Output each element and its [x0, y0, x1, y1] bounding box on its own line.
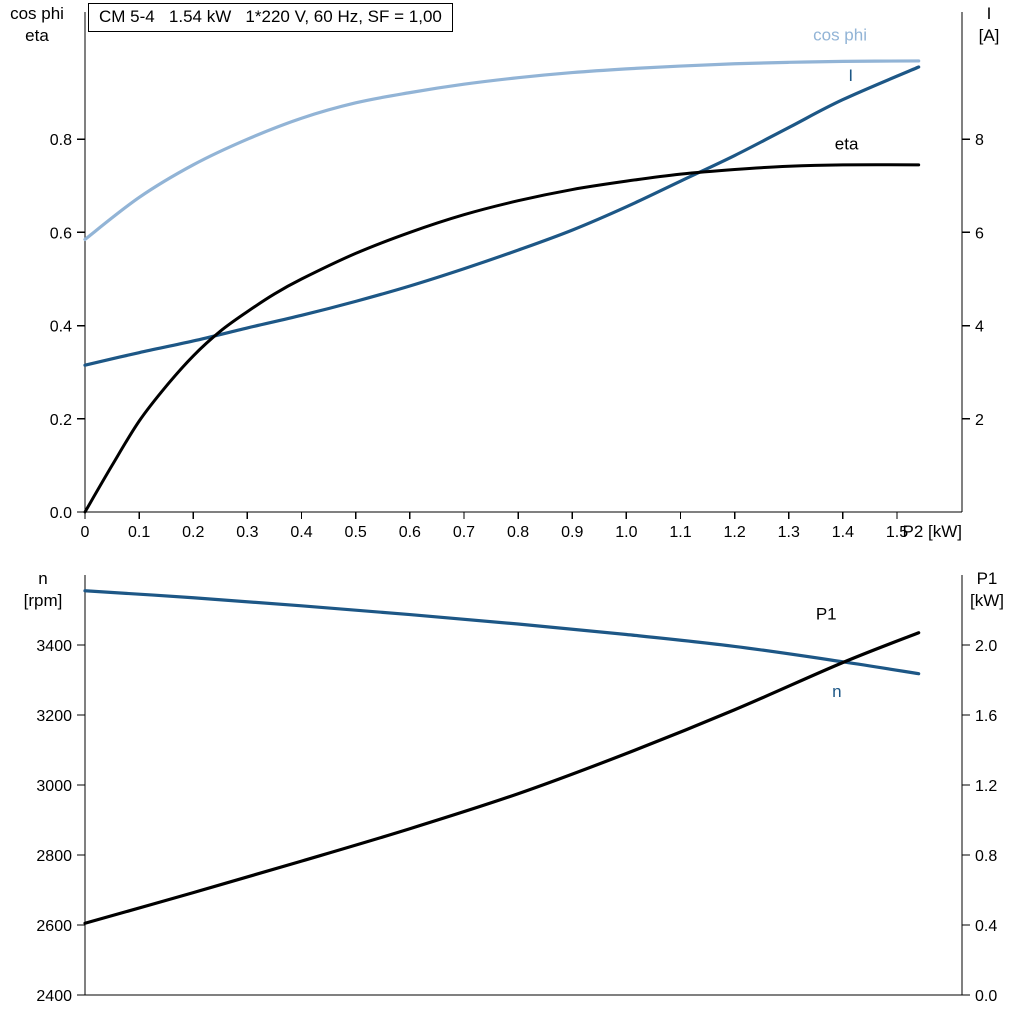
- svg-text:2600: 2600: [36, 918, 72, 935]
- svg-text:0.8: 0.8: [975, 848, 997, 865]
- svg-text:1.4: 1.4: [832, 524, 854, 541]
- svg-text:1.5: 1.5: [886, 524, 908, 541]
- svg-text:0.9: 0.9: [561, 524, 583, 541]
- svg-text:0.3: 0.3: [236, 524, 258, 541]
- bottom-right-axis-title-line2: [kW]: [970, 591, 1004, 610]
- svg-text:0.4: 0.4: [975, 918, 997, 935]
- svg-text:0.4: 0.4: [50, 319, 72, 336]
- svg-text:1.2: 1.2: [724, 524, 746, 541]
- chart-svg-top: 0.0 0.2 0.4 0.6 0.8 2 4 6 8 0 0.1 0.2 0.3 0.4 0.5 0.6 0.…: [50, 12, 984, 541]
- bottom-left-axis-title: n [rpm]: [14, 568, 72, 612]
- p1-curve-label: P1: [816, 605, 837, 624]
- svg-text:2: 2: [975, 412, 984, 429]
- speed-curve-label: n: [832, 682, 841, 701]
- current-curve: [83, 65, 921, 367]
- svg-text:3400: 3400: [36, 638, 72, 655]
- eta-curve: [83, 163, 921, 514]
- chart-svg-bottom: 2400 2600 2800 3000 3200 3400 0.0 0.4 0.8 1.2 1.6 2…: [36, 575, 997, 1005]
- eta-curve-label: eta: [835, 134, 859, 153]
- top-right-axis-title-line1: I: [986, 4, 992, 23]
- svg-text:0.6: 0.6: [399, 524, 421, 541]
- svg-text:0.8: 0.8: [507, 524, 529, 541]
- svg-text:1.0: 1.0: [615, 524, 637, 541]
- top-left-axis-title-line2: eta: [25, 26, 49, 45]
- top-left-axis-title-line1: cos phi: [10, 4, 64, 23]
- svg-text:2800: 2800: [36, 848, 72, 865]
- svg-text:0: 0: [81, 524, 90, 541]
- svg-text:0.0: 0.0: [50, 505, 72, 522]
- top-right-axis-title-line2: [A]: [978, 26, 1000, 45]
- svg-text:6: 6: [975, 225, 984, 242]
- svg-text:3200: 3200: [36, 708, 72, 725]
- top-left-axis-title: cos phi eta: [4, 3, 70, 47]
- svg-text:4: 4: [975, 319, 984, 336]
- svg-text:0.5: 0.5: [345, 524, 367, 541]
- top-right-axis-title: I [A]: [966, 3, 1012, 47]
- cos-phi-curve-label: cos phi: [813, 25, 867, 44]
- svg-text:8: 8: [975, 132, 984, 149]
- svg-text:1.6: 1.6: [975, 708, 997, 725]
- svg-text:0.8: 0.8: [50, 132, 72, 149]
- p1-curve: [83, 631, 921, 925]
- svg-text:0.1: 0.1: [128, 524, 150, 541]
- svg-text:3000: 3000: [36, 778, 72, 795]
- svg-text:0.0: 0.0: [975, 988, 997, 1005]
- svg-text:1.2: 1.2: [975, 778, 997, 795]
- svg-text:0.4: 0.4: [290, 524, 312, 541]
- svg-text:1.1: 1.1: [669, 524, 691, 541]
- cos-phi-curve: [83, 59, 921, 241]
- svg-text:P2 [kW]: P2 [kW]: [902, 522, 962, 541]
- svg-text:2.0: 2.0: [975, 638, 997, 655]
- current-curve-label: I: [848, 66, 853, 85]
- svg-text:0.2: 0.2: [182, 524, 204, 541]
- svg-text:2400: 2400: [36, 988, 72, 1005]
- bottom-left-axis-title-line1: n: [38, 569, 48, 588]
- chart-title-box: CM 5-4 1.54 kW 1*220 V, 60 Hz, SF = 1,00: [88, 3, 453, 32]
- bottom-left-axis-title-line2: [rpm]: [23, 591, 63, 610]
- svg-text:0.6: 0.6: [50, 225, 72, 242]
- svg-text:0.7: 0.7: [453, 524, 475, 541]
- svg-text:1.3: 1.3: [778, 524, 800, 541]
- bottom-right-axis-title: P1 [kW]: [960, 568, 1014, 612]
- bottom-right-axis-title-line1: P1: [976, 569, 998, 588]
- speed-curve: [83, 589, 921, 676]
- svg-text:0.2: 0.2: [50, 412, 72, 429]
